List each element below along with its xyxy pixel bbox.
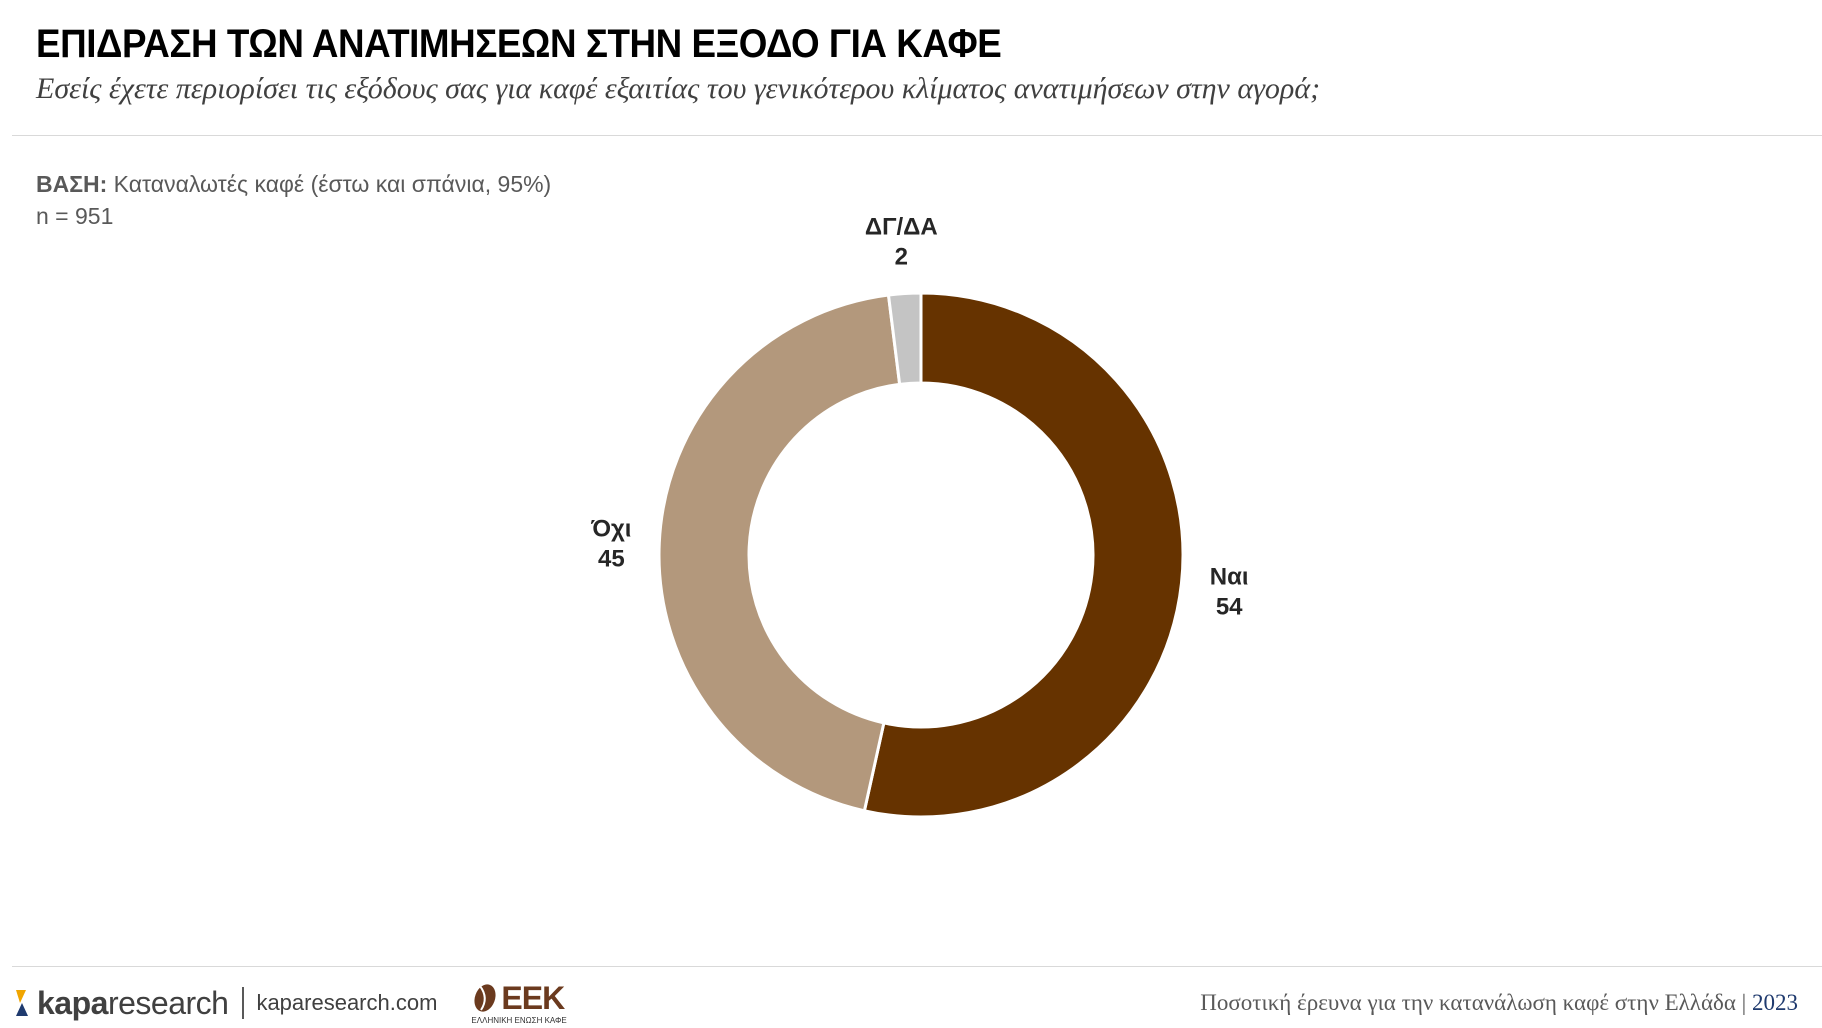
base-note: ΒΑΣΗ: Καταναλωτές καφέ (έστω και σπάνια,… [36, 168, 551, 232]
eek-logo-text: ΕΕΚ [501, 980, 565, 1016]
donut-slice-0 [862, 291, 1185, 819]
footer-brand: kaparesearch kaparesearch.com ΕΕΚ ΕΛΛΗΝΙ… [14, 978, 577, 1028]
slice-label-value-0: 54 [1216, 594, 1243, 621]
kapa-research-logo: kaparesearch [14, 984, 229, 1022]
slice-label-category-0: Ναι [1210, 564, 1249, 591]
donut-labels: Ναι 54 Όχι 45 ΔΓ/ΔΑ 2 [590, 214, 1248, 621]
survey-caption: Ποσοτική έρευνα για την κατανάλωση καφέ … [1200, 990, 1798, 1016]
kapa-logo-mark-icon [14, 988, 34, 1018]
footer-divider [12, 966, 1822, 967]
brand-light: research [107, 984, 229, 1021]
survey-year: 2023 [1752, 990, 1798, 1015]
header-divider [12, 135, 1822, 136]
donut-slice-2 [886, 291, 923, 387]
donut-chart: Ναι 54 Όχι 45 ΔΓ/ΔΑ 2 [590, 214, 1249, 819]
site-link[interactable]: kaparesearch.com [256, 990, 438, 1015]
coffee-bean-icon [474, 984, 496, 1012]
donut-slice-1 [657, 293, 902, 813]
page-title: ΕΠΙΔΡΑΣΗ ΤΩΝ ΑΝΑΤΙΜΗΣΕΩΝ ΣΤΗΝ ΕΞΟΔΟ ΓΙΑ … [36, 22, 1002, 66]
footer-separator [242, 987, 245, 1019]
base-text: Καταναλωτές καφέ (έστω και σπάνια, 95%) [107, 171, 552, 197]
slice-label-category-1: Όχι [590, 516, 631, 543]
page-subtitle: Εσείς έχετε περιορίσει τις εξόδους σας γ… [36, 72, 1321, 105]
base-label: ΒΑΣΗ: [36, 171, 108, 197]
eek-logo: ΕΕΚ ΕΛΛΗΝΙΚΗ ΕΝΩΣΗ ΚΑΦΕ [471, 980, 577, 1026]
survey-text: Ποσοτική έρευνα για την κατανάλωση καφέ … [1200, 990, 1747, 1015]
base-line: ΒΑΣΗ: Καταναλωτές καφέ (έστω και σπάνια,… [36, 168, 551, 200]
slice-label-category-2: ΔΓ/ΔΑ [865, 214, 938, 241]
eek-logo-subtext: ΕΛΛΗΝΙΚΗ ΕΝΩΣΗ ΚΑΦΕ [471, 1016, 567, 1025]
slice-label-value-2: 2 [895, 244, 908, 271]
sample-size: n = 951 [36, 203, 114, 229]
brand-bold: kapa [37, 984, 108, 1021]
donut-slices [657, 291, 1185, 819]
slice-label-value-1: 45 [598, 546, 625, 573]
